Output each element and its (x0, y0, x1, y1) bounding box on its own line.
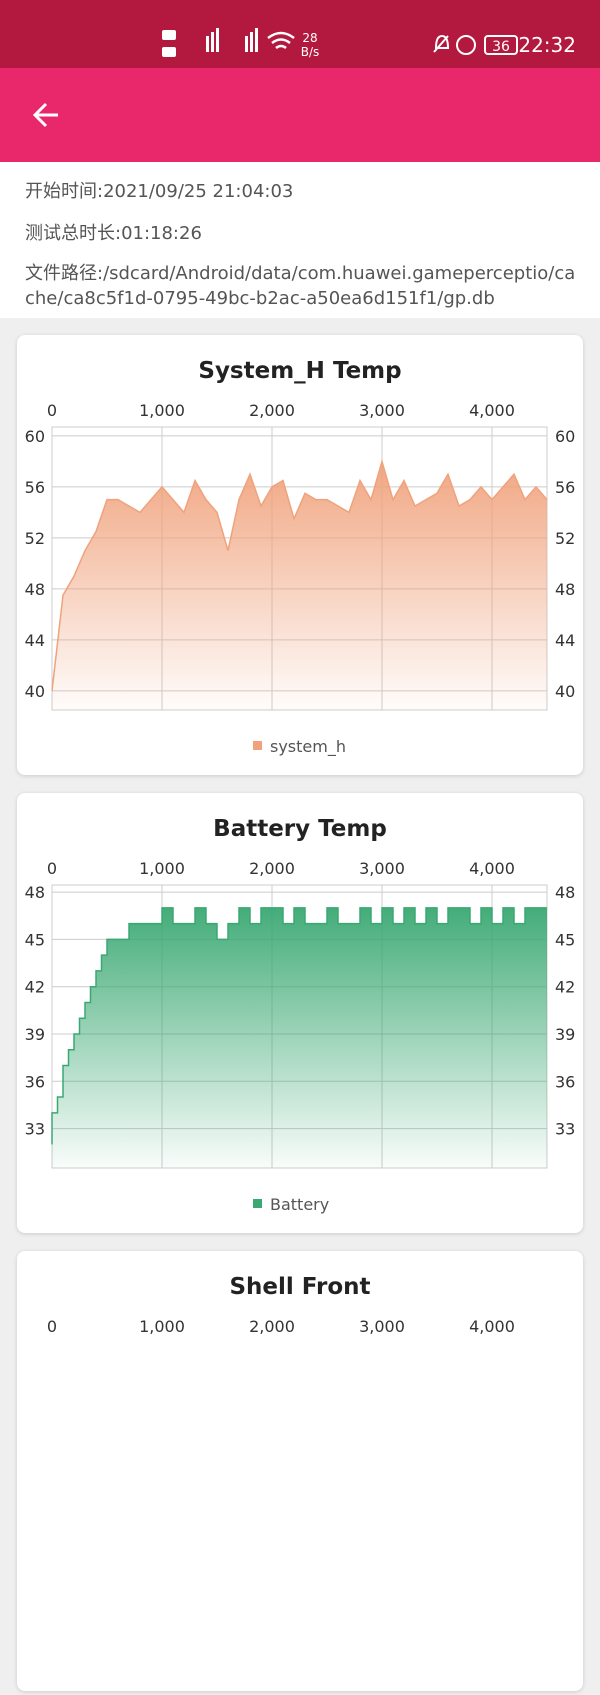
y-tick-label: 60 (25, 427, 45, 446)
y-tick-label: 48 (25, 580, 45, 599)
net-unit: B/s (301, 45, 320, 59)
x-tick-label: 0 (47, 859, 57, 878)
battery-level: 36 (492, 39, 510, 55)
x-tick-label: 4,000 (469, 859, 515, 878)
chart: System_H Temp 0 1,000 2,000 3,000 4,000 40 40 44… (25, 358, 576, 757)
y-tick-label: 56 (555, 478, 575, 497)
status-icons: 28 B/s 36 22:32 (162, 28, 576, 59)
x-tick-label: 1,000 (139, 401, 185, 420)
x-tick-label: 1,000 (139, 859, 185, 878)
x-tick-label: 2,000 (249, 1317, 295, 1336)
clock: 22:32 (518, 33, 576, 57)
status-bar: 28 B/s 36 22:32 (0, 0, 600, 68)
y-tick-label: 44 (555, 631, 575, 650)
net-speed: 28 (302, 31, 317, 45)
y-tick-label: 44 (25, 631, 45, 650)
x-tick-label: 2,000 (249, 859, 295, 878)
y-tick-label: 60 (555, 427, 575, 446)
line (51, 907, 547, 1145)
x-tick-label: 3,000 (359, 859, 405, 878)
area (52, 907, 547, 1168)
y-tick-label: 45 (555, 930, 575, 949)
y-tick-label: 42 (555, 978, 575, 997)
line (51, 458, 548, 691)
y-tick-label: 42 (25, 978, 45, 997)
x-tick-label: 0 (47, 1317, 57, 1336)
y-tick-label: 45 (25, 930, 45, 949)
y-tick-label: 48 (25, 883, 45, 902)
y-tick-label: 33 (555, 1120, 575, 1139)
x-tick-label: 4,000 (469, 1317, 515, 1336)
y-tick-label: 40 (555, 682, 575, 701)
legend-swatch (253, 741, 262, 750)
y-tick-label: 48 (555, 883, 575, 902)
y-tick-label: 36 (25, 1072, 45, 1091)
chart-title: System_H Temp (198, 358, 401, 384)
y-tick-label: 33 (25, 1120, 45, 1139)
y-tick-label: 39 (25, 1025, 45, 1044)
area (52, 461, 547, 710)
legend-label: Battery (270, 1195, 329, 1214)
x-tick-label: 3,000 (359, 1317, 405, 1336)
y-tick-label: 36 (555, 1072, 575, 1091)
y-tick-label: 56 (25, 478, 45, 497)
chart-card: Battery Temp 0 1,000 2,000 3,000 4,000 33 33 36 3… (17, 793, 583, 1233)
file-path: 文件路径:/sdcard/Android/data/com.huawei.gam… (25, 263, 576, 309)
y-tick-label: 52 (555, 529, 575, 548)
duration: 测试总时长:01:18:26 (25, 223, 202, 244)
chart-title: Shell Front (229, 1274, 370, 1300)
x-tick-label: 0 (47, 401, 57, 420)
chart: Shell Front 0 1,000 2,000 3,000 4,000 (47, 1274, 515, 1336)
legend-label: system_h (270, 737, 346, 757)
back-button[interactable] (0, 68, 80, 162)
y-tick-label: 40 (25, 682, 45, 701)
start-time: 开始时间:2021/09/25 21:04:03 (25, 181, 294, 202)
x-tick-label: 2,000 (249, 401, 295, 420)
x-tick-label: 3,000 (359, 401, 405, 420)
y-tick-label: 39 (555, 1025, 575, 1044)
y-tick-label: 52 (25, 529, 45, 548)
legend-swatch (253, 1199, 262, 1208)
x-tick-label: 1,000 (139, 1317, 185, 1336)
chart-title: Battery Temp (213, 816, 387, 842)
y-tick-label: 48 (555, 580, 575, 599)
chart: Battery Temp 0 1,000 2,000 3,000 4,000 33 33 36 3… (25, 816, 576, 1214)
chart-card: System_H Temp 0 1,000 2,000 3,000 4,000 40 40 44… (17, 335, 583, 775)
chart-card: Shell Front 0 1,000 2,000 3,000 4,000 (17, 1251, 583, 1691)
x-tick-label: 4,000 (469, 401, 515, 420)
app-bar (0, 68, 600, 162)
info-panel: 开始时间:2021/09/25 21:04:03 测试总时长:01:18:26 … (0, 162, 600, 318)
